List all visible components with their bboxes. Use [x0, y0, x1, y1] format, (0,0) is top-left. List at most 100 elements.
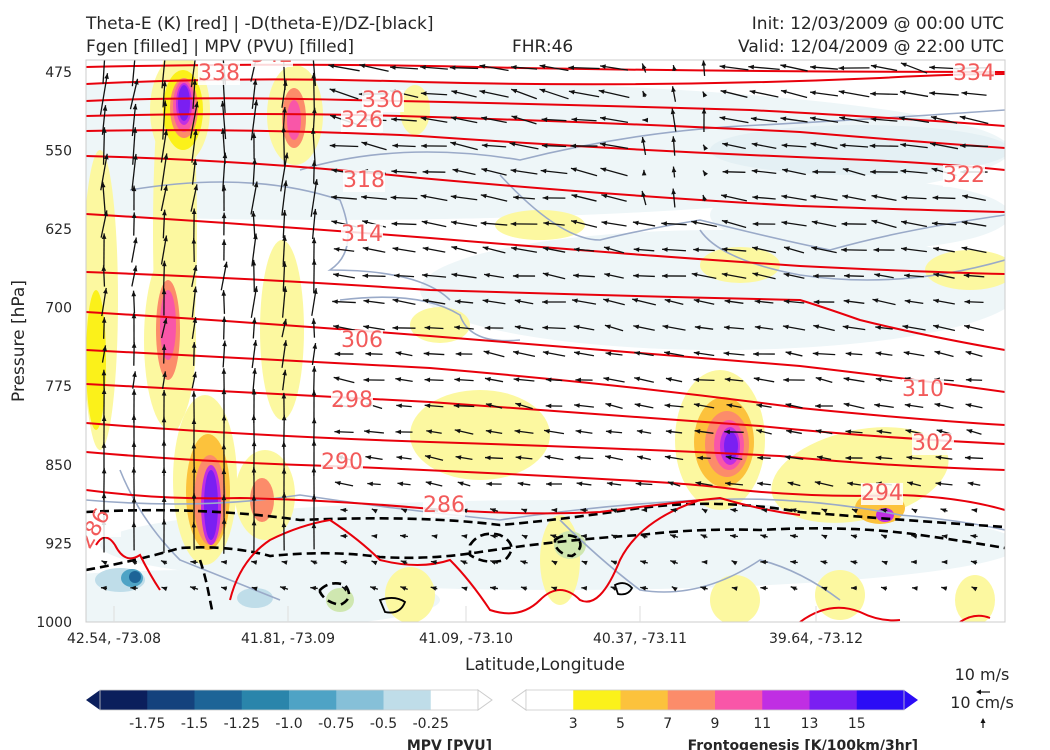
- wind-vector-head: [221, 290, 227, 296]
- wind-vector-307: [311, 318, 317, 338]
- wind-vector-270: [101, 287, 108, 317]
- wind-vector-541: [131, 521, 137, 551]
- wind-vector-200: [691, 220, 717, 228]
- wind-vector-322: [754, 325, 774, 330]
- wind-vector-head: [671, 166, 677, 173]
- wind-vector-head: [850, 534, 857, 539]
- wind-vector-11: [420, 65, 448, 70]
- shading-blob-54: [237, 588, 273, 608]
- theta-e-contour-3: [86, 113, 1005, 149]
- shading-blob-3: [710, 125, 1005, 175]
- wind-vector-head: [664, 350, 671, 356]
- wind-vector-head: [192, 286, 198, 293]
- wind-vector-228: [633, 247, 655, 252]
- wind-vector-head: [100, 585, 107, 591]
- wind-vector-head: [517, 481, 524, 487]
- wind-vector-head: [934, 402, 941, 408]
- wind-vector-head: [161, 416, 167, 423]
- wind-vector-head: [664, 403, 671, 408]
- wind-vector-53: [780, 89, 808, 99]
- wind-vector-head: [281, 441, 287, 447]
- wind-vector-345: [542, 350, 566, 357]
- wind-vector-head: [312, 107, 317, 114]
- wind-vector-head: [603, 376, 610, 382]
- wind-vector-43: [479, 89, 509, 98]
- wind-vector-424: [221, 414, 227, 450]
- wind-vector-197: [601, 220, 627, 227]
- contour-label-330: 330: [362, 88, 404, 113]
- wind-vector-259: [661, 273, 687, 279]
- wind-vector-375: [545, 377, 563, 383]
- wind-vector-416: [874, 403, 894, 408]
- wind-vector-head: [362, 220, 369, 225]
- wind-vector-518: [340, 507, 348, 513]
- wind-vector-606: [279, 586, 289, 591]
- wind-vector-138: [641, 169, 647, 176]
- wind-vector-head: [252, 340, 258, 346]
- wind-vector-head: [871, 194, 878, 199]
- wind-vector-head: [929, 90, 935, 96]
- wind-vector-shaft: [250, 99, 258, 141]
- fgen-colorbar-tick-6: 15: [848, 716, 866, 732]
- contour-label-bg-10: [912, 433, 954, 455]
- wind-vector-head: [730, 533, 736, 539]
- wind-vector-84: [809, 116, 839, 123]
- wind-vector-246: [282, 261, 287, 291]
- mpv-contour-7: [559, 519, 841, 601]
- wind-vector-head: [510, 65, 517, 70]
- theta-e-contour-11: [86, 422, 1005, 471]
- wind-vector-head: [513, 195, 519, 200]
- wind-vector-309: [363, 324, 385, 331]
- shading-blob-53: [129, 571, 141, 583]
- wind-vector-143: [782, 168, 806, 176]
- wind-vector-head: [424, 377, 431, 383]
- wind-vector-334: [222, 340, 227, 368]
- wind-vector-head: [451, 90, 458, 95]
- wind-vector-head: [455, 455, 462, 460]
- wind-vector-shaft: [191, 129, 197, 163]
- wind-vector-35: [251, 79, 258, 109]
- wind-vector-164: [513, 195, 535, 200]
- wind-vector-head: [661, 221, 667, 226]
- wind-vector-head: [101, 415, 107, 422]
- wind-vector-478: [935, 455, 953, 460]
- wind-vector-64: [220, 100, 227, 140]
- wind-vector-232: [752, 246, 776, 254]
- mpv-colorbar-tick-6: -0.25: [413, 716, 449, 732]
- wind-vector-63: [189, 101, 199, 139]
- wind-vector-121: [131, 153, 138, 191]
- wind-vector-527: [610, 508, 618, 513]
- wind-vector-head: [760, 534, 767, 539]
- wind-vector-head: [251, 132, 257, 139]
- wind-vector-head: [101, 317, 107, 323]
- wind-vector-139: [671, 166, 677, 178]
- wind-vector-head: [454, 325, 460, 330]
- wind-vector-382: [753, 376, 775, 383]
- wind-vector-185: [251, 210, 256, 238]
- wind-vector-head: [903, 350, 910, 356]
- wind-vector-597: [911, 559, 917, 565]
- wind-vector-head: [930, 115, 937, 121]
- wind-vector-78: [642, 117, 649, 123]
- wind-vector-head: [693, 351, 700, 356]
- wind-vector-368: [333, 376, 355, 384]
- theta-e-contour-16: [799, 606, 901, 622]
- y-tick-label-1000: 1000: [36, 615, 72, 631]
- wind-vector-258: [633, 273, 655, 279]
- wind-vector-head: [813, 273, 819, 279]
- wind-vector-head: [604, 324, 611, 330]
- wind-vector-head: [311, 366, 317, 372]
- wind-vector-head: [163, 48, 168, 54]
- wind-vector-head: [641, 507, 648, 513]
- wind-vector-146: [870, 169, 898, 175]
- wind-vector-head: [634, 402, 641, 408]
- wind-vector-443: [786, 429, 802, 435]
- wind-vector-head: [453, 403, 460, 409]
- wind-vector-head: [761, 508, 768, 513]
- wind-vector-head: [163, 129, 169, 136]
- wind-vector-567: [911, 534, 918, 539]
- wind-vector-144: [812, 169, 836, 175]
- y-tick-label-775: 775: [45, 379, 72, 395]
- wind-vector-head: [450, 194, 457, 200]
- wind-vector-570: [101, 560, 108, 566]
